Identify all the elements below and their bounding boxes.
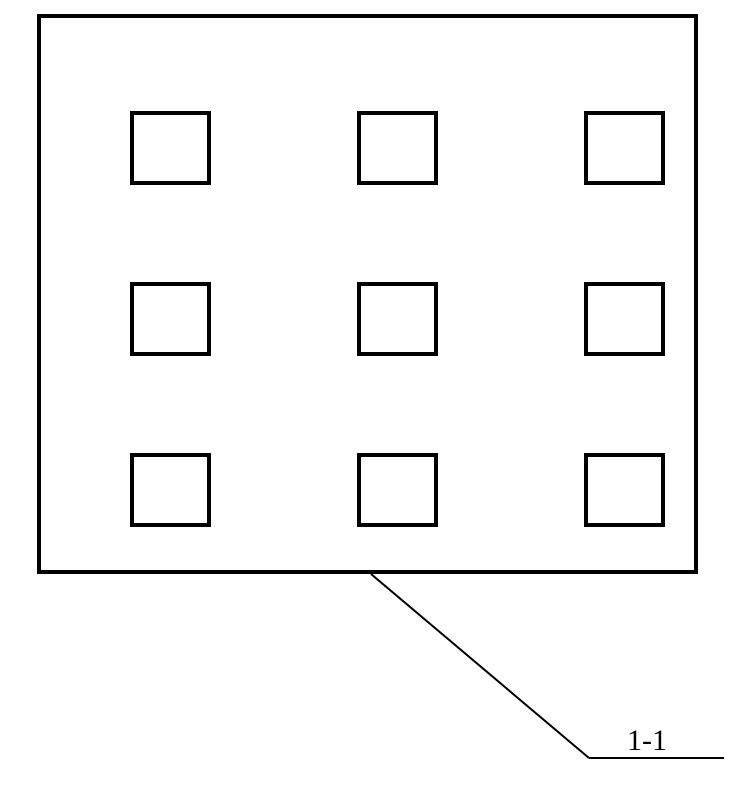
grid-cell: [132, 455, 209, 525]
grid-cell: [586, 113, 663, 183]
grid-cell: [586, 284, 663, 354]
grid-cell: [586, 455, 663, 525]
outer-frame: [39, 16, 696, 572]
grid-cell: [132, 113, 209, 183]
grid-cell: [359, 113, 436, 183]
grid-cell: [359, 284, 436, 354]
callout-label: 1-1: [627, 724, 667, 757]
grid-cell: [359, 455, 436, 525]
grid-3x3: [132, 113, 663, 525]
leader-line-diagonal: [371, 574, 589, 758]
diagram-root: 1-1: [0, 0, 739, 810]
grid-cell: [132, 284, 209, 354]
